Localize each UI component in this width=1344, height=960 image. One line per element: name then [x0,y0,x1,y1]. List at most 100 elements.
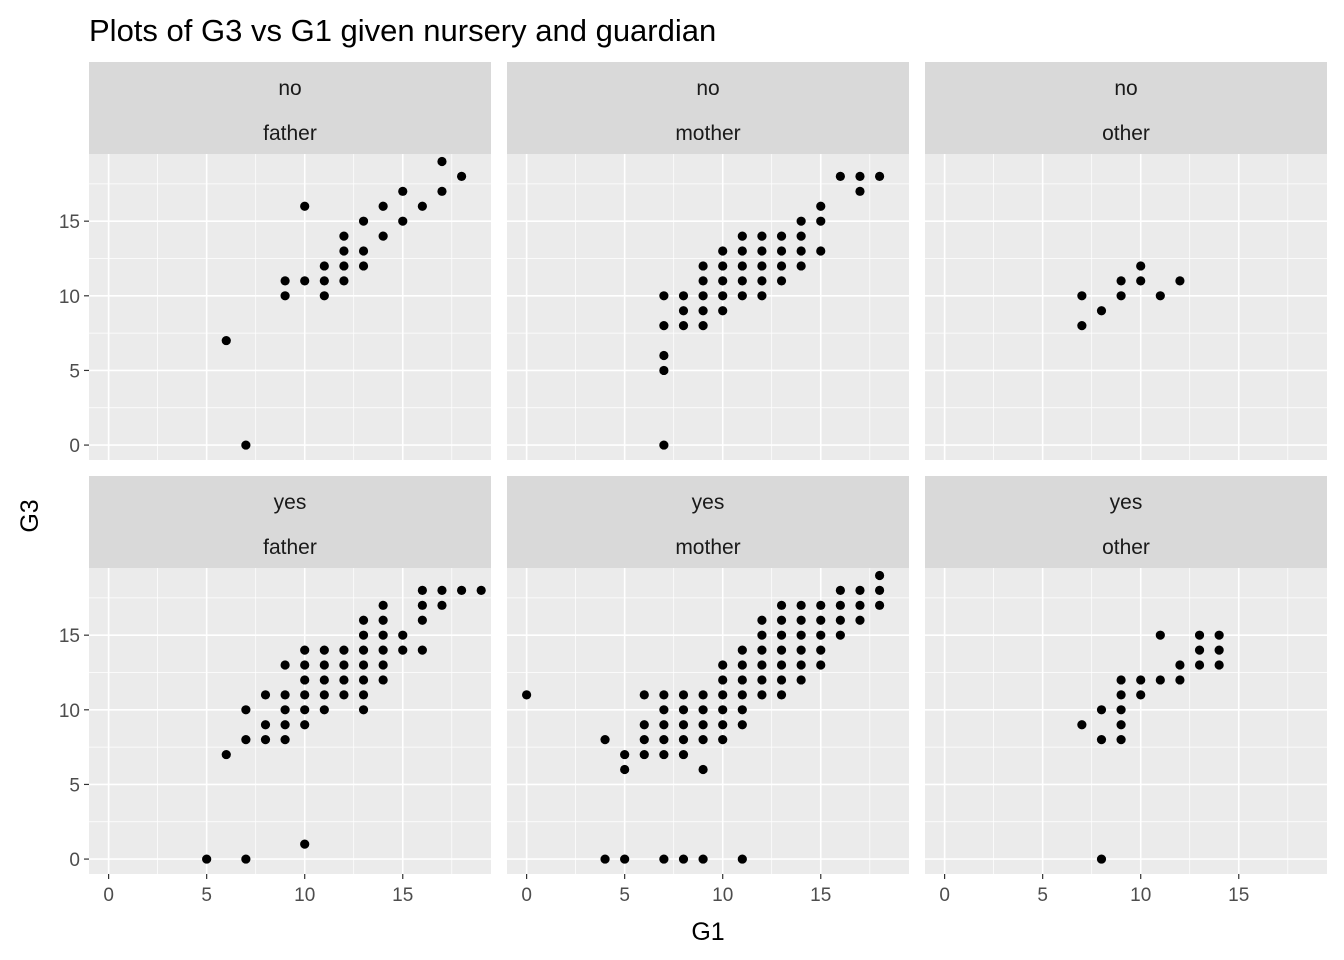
facet-panels: no father no mother no other yes father yes mothe… [89,62,1327,874]
data-point [737,854,747,864]
data-point [417,645,427,655]
data-point [378,201,388,211]
strip-label-nursery: no [696,77,719,100]
data-point [776,645,787,655]
data-point [437,600,447,610]
strip-label-guardian: other [1102,122,1150,145]
data-point [757,645,767,655]
y-tick-label: 0 [69,436,80,457]
data-point [698,261,708,271]
data-point [221,335,231,346]
data-point [659,350,669,361]
data-point [678,690,689,700]
data-point [398,216,408,226]
data-point [796,261,806,271]
data-point [659,735,669,745]
data-point [319,705,329,715]
data-point [718,690,728,700]
data-point [678,291,689,301]
data-point [620,764,630,775]
data-point [718,705,728,715]
data-point [1116,291,1126,301]
data-point [417,600,427,610]
x-tick-label: 15 [392,885,413,906]
data-point [1194,630,1205,640]
y-axis-title: G3 [16,499,44,532]
data-point [339,690,349,700]
data-point [300,660,310,670]
data-point [816,600,826,610]
data-point [437,156,447,167]
data-point [280,690,290,700]
facet-yes-father: yes father [89,476,491,874]
data-point [678,735,689,745]
panel-background [925,154,1327,460]
data-point [698,321,708,331]
x-tick-label: 5 [1037,885,1048,906]
data-point [698,720,708,730]
panel-background [89,568,491,874]
data-point [417,201,427,211]
data-point [221,749,231,760]
data-point [835,585,845,595]
strip-label-guardian: other [1102,536,1150,559]
data-point [776,690,787,700]
data-point [319,660,329,670]
data-point [339,276,349,286]
data-point [398,630,408,640]
data-point [300,839,310,849]
data-point [659,440,669,450]
data-point [698,735,708,745]
y-tick-label: 5 [69,361,80,382]
data-point [757,630,767,640]
data-point [698,705,708,715]
data-point [796,630,806,640]
facet-yes-mother: yes mother [507,476,909,874]
data-point [358,630,369,640]
data-point [1116,690,1126,700]
data-point [1116,675,1126,685]
data-point [358,660,369,670]
data-point [678,705,689,715]
data-point [358,705,369,715]
data-point [698,291,708,301]
panel-background [507,568,909,874]
data-point [280,660,290,670]
panel-background [89,154,491,460]
data-point [757,690,767,700]
x-tick-label: 0 [103,885,114,906]
data-point [639,690,649,700]
facet-strip [925,62,1327,154]
x-tick-label: 10 [1130,885,1151,906]
data-point [816,660,826,670]
data-point [522,690,532,700]
data-point [698,764,708,775]
data-point [241,705,251,715]
data-point [874,585,885,595]
x-tick-label: 10 [712,885,733,906]
x-tick-label: 5 [201,885,212,906]
data-point [874,600,885,610]
strip-label-guardian: father [263,536,317,559]
data-point [816,216,826,226]
data-point [260,720,271,730]
data-point [1155,291,1165,301]
data-point [476,585,486,595]
data-point [280,276,290,286]
data-point [437,186,447,196]
data-point [718,720,728,730]
x-axis-title: G1 [691,918,724,946]
data-point [678,854,689,864]
data-point [718,675,728,685]
y-tick-label: 15 [59,212,80,233]
data-point [1096,306,1107,316]
data-point [776,261,787,271]
x-tick-label: 15 [1228,885,1249,906]
data-point [737,675,747,685]
data-point [855,600,865,610]
data-point [659,720,669,730]
facet-strip [89,62,491,154]
data-point [757,675,767,685]
data-point [835,600,845,610]
data-point [639,720,649,730]
